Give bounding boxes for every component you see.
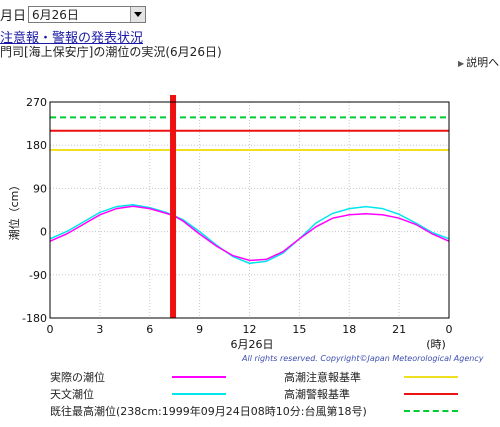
page-subtitle: 門司[海上保安庁]の潮位の実況(6月26日) [0, 45, 222, 59]
legend-advisory-label: 高潮注意報基準 [284, 371, 361, 384]
x-tick-label: 18 [342, 323, 356, 336]
chart-legend: 実際の潮位 天文潮位 高潮注意報基準 高潮警報基準 既往最高潮位(238cm:1… [0, 367, 500, 427]
triangle-right-icon: ▶ [458, 59, 465, 68]
series-actual-tide-continued [174, 213, 450, 262]
legend-record-label: 既往最高潮位(238cm:1999年09月24日08時10分:台風第18号) [50, 405, 367, 418]
legend-warning-label: 高潮警報基準 [284, 388, 350, 401]
legend-astronomical-label: 天文潮位 [50, 388, 94, 401]
y-tick-label: 180 [26, 139, 47, 152]
tide-chart: 0 3 6 9 12 15 18 21 0 270 180 90 0 -90 -180 6月26日 (時) 潮位（… [7, 95, 453, 351]
x-tick-label: 15 [292, 323, 306, 336]
legend-record-swatch [404, 410, 458, 412]
y-axis-label: 潮位（cm） [7, 180, 21, 241]
x-tick-label: 9 [196, 323, 203, 336]
legend-warning-swatch [404, 393, 458, 395]
series-actual-tide [49, 205, 175, 242]
date-prefix-label: 月日 [0, 8, 27, 24]
y-tick-label: -180 [22, 312, 47, 325]
help-link-label: 説明へ [466, 56, 500, 69]
plot-frame [49, 101, 450, 319]
x-tick-label: 0 [446, 323, 453, 336]
y-tick-label: 90 [33, 182, 47, 195]
copyright-text: All rights reserved. Copyright©Japan Met… [242, 354, 484, 363]
x-tick-label: 6 [146, 323, 153, 336]
series-astronomical-tide [49, 203, 450, 265]
date-selector-row: 月日 6月26日 [0, 3, 147, 25]
y-tick-label: -90 [29, 269, 47, 282]
x-tick-label: 12 [243, 323, 257, 336]
y-tick-label: 270 [26, 96, 47, 109]
x-axis-unit: (時) [426, 338, 446, 351]
legend-actual-swatch [172, 376, 226, 378]
x-tick-label: 21 [392, 323, 406, 336]
y-tick-label: 0 [40, 226, 47, 239]
legend-astronomical-swatch [172, 393, 226, 395]
legend-advisory-swatch [404, 376, 458, 378]
current-time-marker [170, 95, 177, 318]
date-select[interactable]: 6月26日 [28, 5, 147, 23]
x-axis-label: 6月26日 [231, 338, 274, 351]
chevron-down-icon[interactable] [130, 6, 146, 22]
warning-status-link[interactable]: 注意報・警報の発表状況 [0, 31, 144, 46]
legend-actual-label: 実際の潮位 [50, 371, 105, 384]
help-link[interactable]: ▶ 説明へ [458, 54, 499, 70]
x-tick-label: 3 [96, 323, 103, 336]
x-tick-label: 0 [47, 323, 54, 336]
date-select-value: 6月26日 [32, 7, 79, 22]
